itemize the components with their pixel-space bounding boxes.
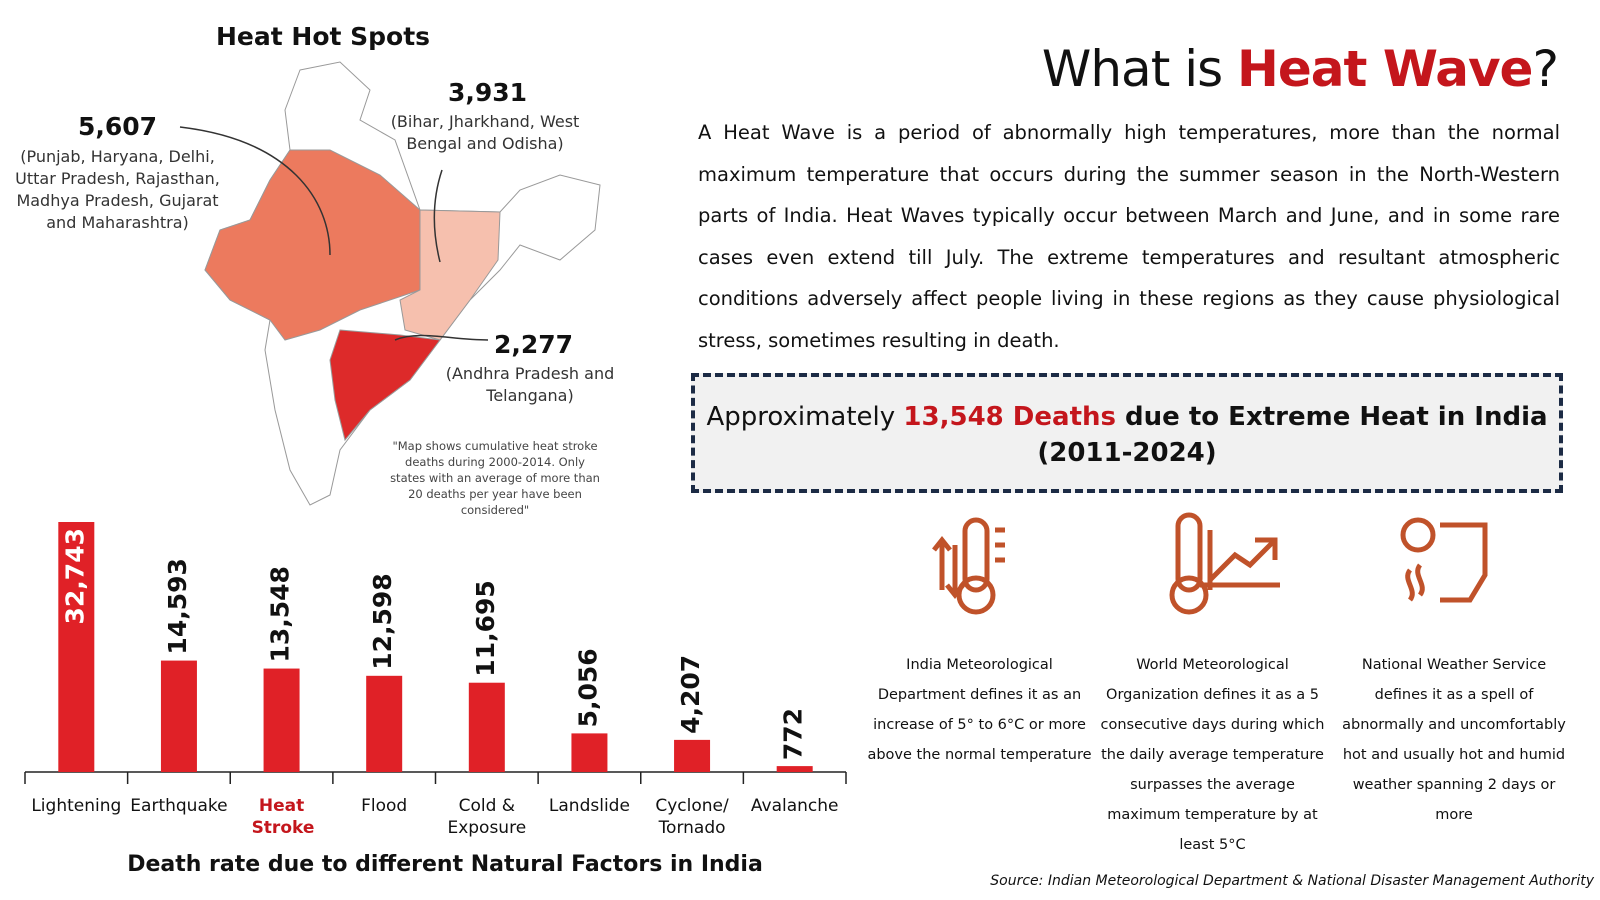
callout-value: 5,607 [78,112,158,141]
x-tick-label: Flood [361,796,408,816]
bar [366,675,403,772]
callout-value: 3,931 [448,78,528,107]
value-label: 14,593 [163,558,192,654]
callout-arrows [179,126,489,341]
icon-heat-person [1400,517,1488,603]
icon-thermometer [932,517,1005,615]
title-text: What is [1041,40,1238,98]
box-text: Approximately [706,402,904,432]
box-period: (2011-2024) [1037,438,1217,468]
x-tick-label: Landslide [548,796,630,816]
chart-title: Death rate due to different Natural Fact… [127,852,763,877]
callout-value: 2,277 [494,330,574,359]
title-text: ? [1532,40,1559,98]
value-label: 32,743 [60,528,89,624]
map-note: "Map shows cumulative heat stroke deaths… [390,439,600,517]
bar [263,668,300,772]
bar [160,660,197,772]
value-label: 11,695 [471,580,500,676]
icons [932,512,1488,615]
x-tick-label: Heat Stroke [251,796,315,838]
callout-regions: (Andhra Pradesh and Telangana) [445,364,615,405]
callout-regions: (Punjab, Haryana, Delhi, Uttar Pradesh, … [15,147,220,232]
definition: National Weather Service defines it as a… [1342,657,1566,823]
definition: World Meteorological Organization define… [1100,657,1325,853]
callout-regions: (Bihar, Jharkhand, West Bengal and Odish… [390,112,580,153]
value-label: 13,548 [266,566,295,662]
bar [468,682,505,772]
bar [674,739,711,772]
icon-chart-thermometer [1169,512,1280,615]
x-tick-label: Avalanche [750,796,839,816]
value-label: 4,207 [676,655,705,734]
title: What is Heat Wave? [1041,40,1559,98]
value-label: 12,598 [368,573,397,669]
title-highlight: Heat Wave [1237,40,1533,98]
value-label: 772 [779,708,808,760]
source: Source: Indian Meteorological Department… [990,873,1594,889]
x-tick-label: Lightening [31,796,122,816]
india-map [204,61,601,506]
description: A Heat Wave is a period of abnormally hi… [698,121,1560,352]
highlight-box: Approximately 13,548 Deaths due to Extre… [691,373,1563,493]
value-label: 5,056 [573,648,602,727]
definition: India Meteorological Department defines … [867,657,1092,763]
x-tick-label: Earthquake [130,796,228,816]
bar [776,766,813,772]
map-title: Heat Hot Spots [216,22,431,51]
x-tick-label: Cold & Exposure [447,796,527,838]
box-emphasis: 13,548 Deaths [903,402,1116,432]
box-text: due to Extreme Heat in India [1115,402,1548,432]
x-tick-label: Cyclone/ Tornado [655,796,729,838]
bar [58,522,95,772]
bar [571,733,608,772]
